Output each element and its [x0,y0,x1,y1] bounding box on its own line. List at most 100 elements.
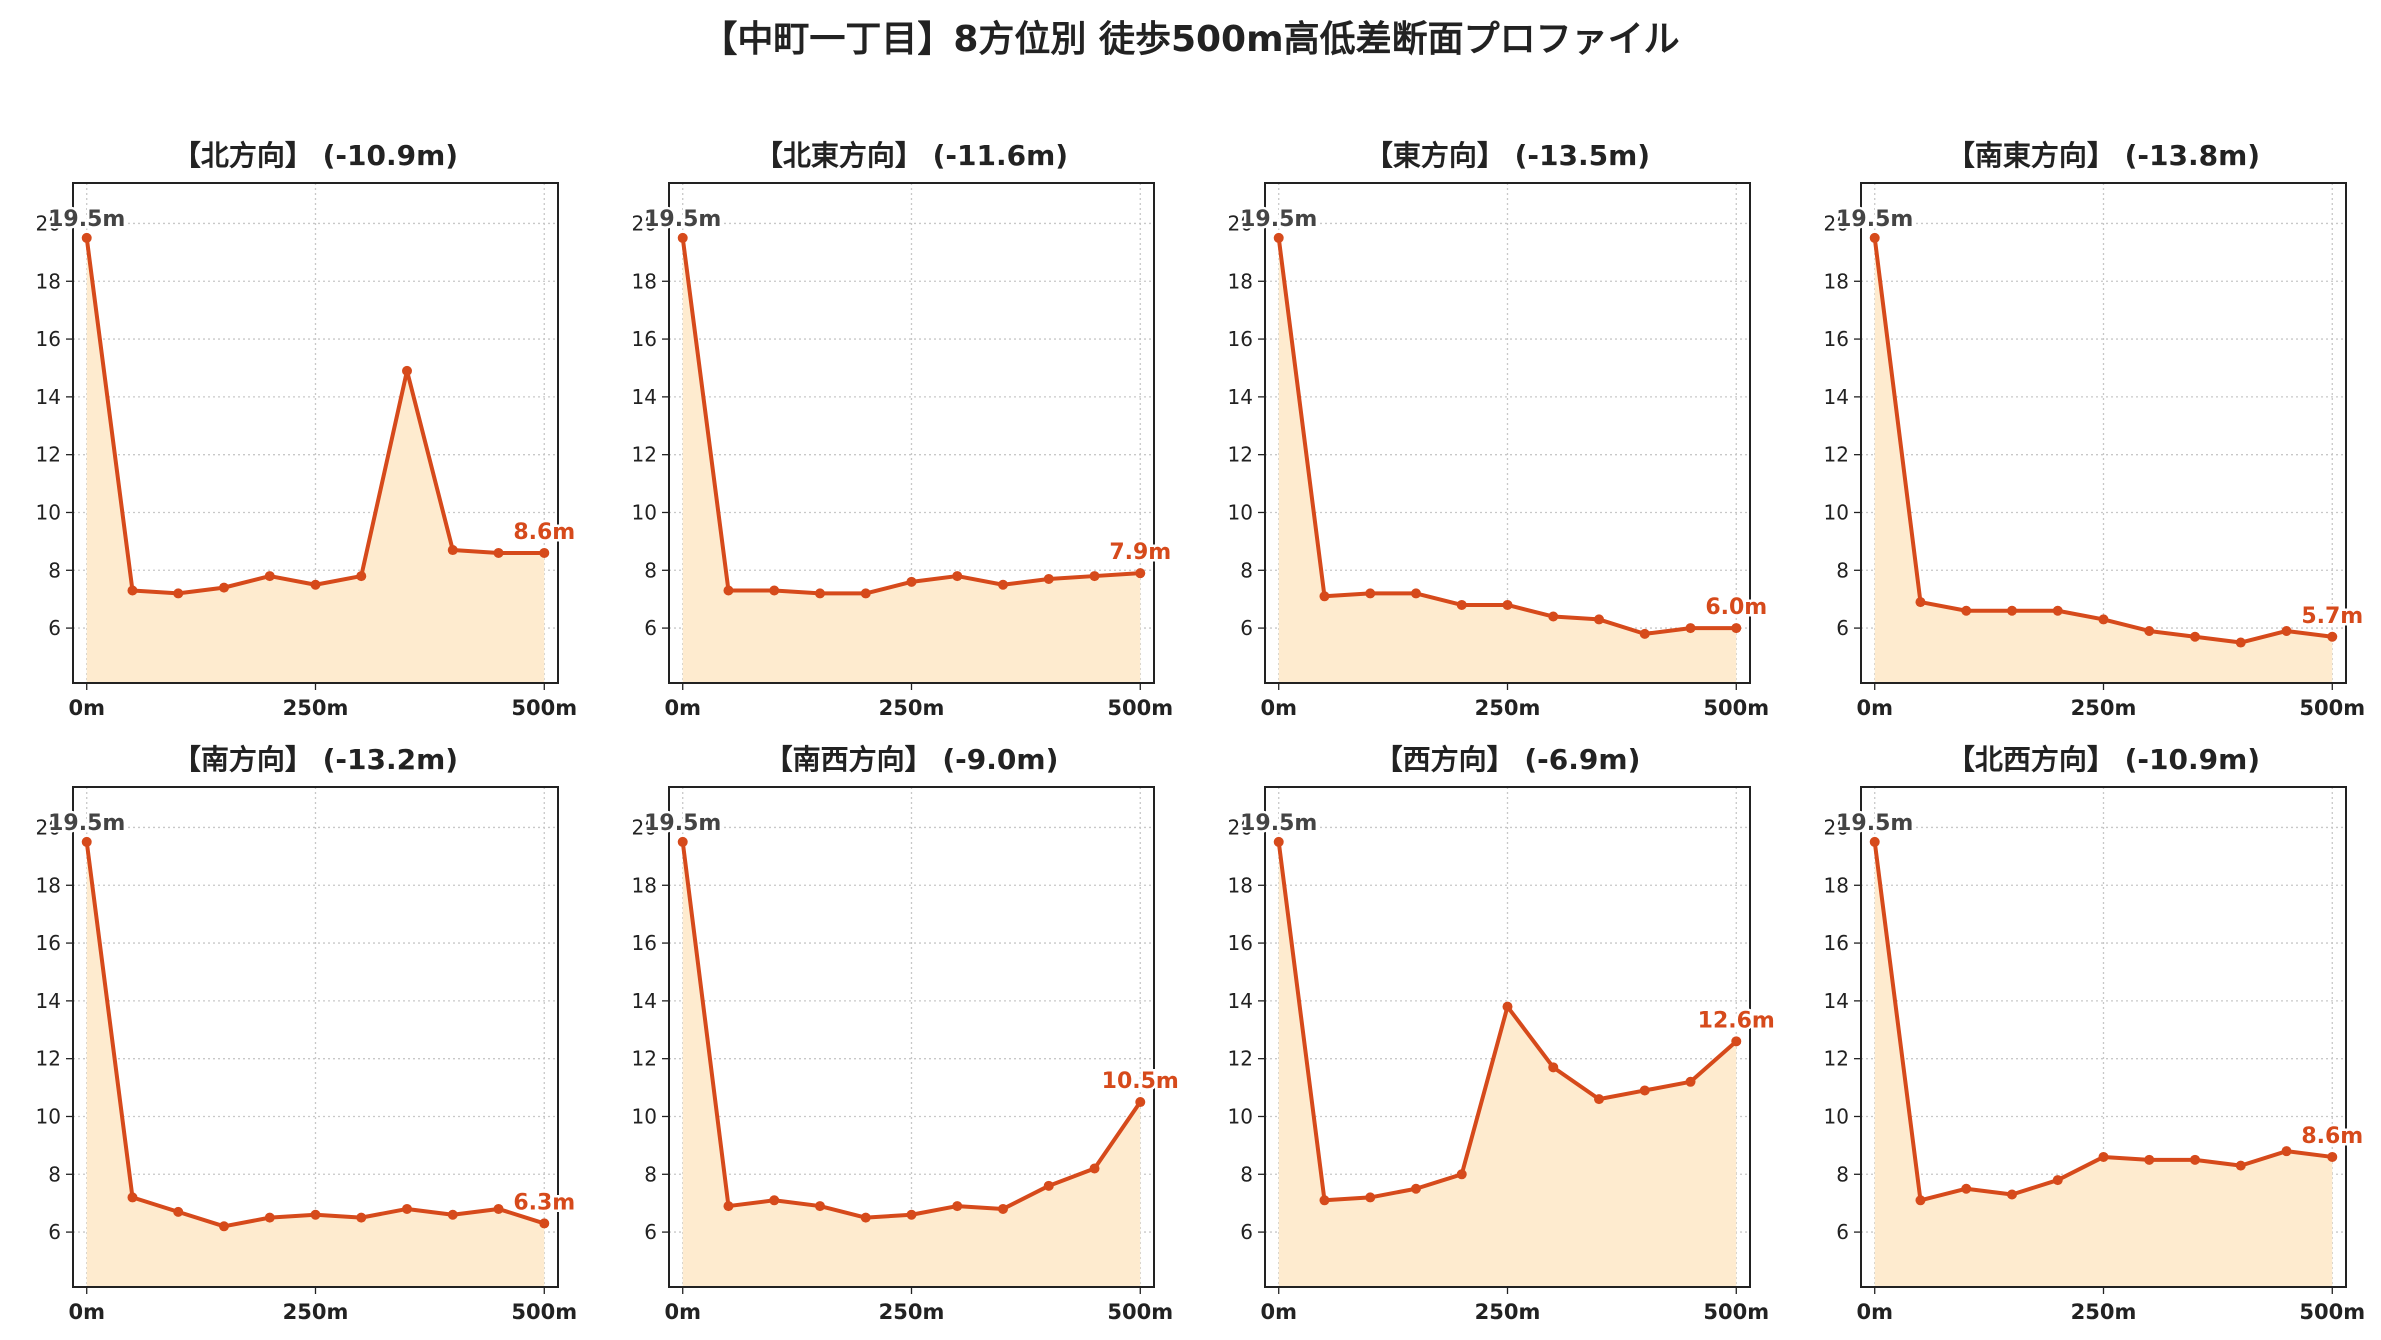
data-point [2327,1151,2338,1162]
y-tick-label: 20 [1824,815,1849,839]
x-tick-label: 500m [2299,696,2365,720]
y-tick-label: 8 [1240,1162,1253,1186]
data-point [539,1218,550,1229]
x-tick-label: 0m [1260,1300,1297,1324]
data-point [1043,573,1054,584]
start-elevation-label: 19.5m [1836,811,1913,836]
data-point [1273,232,1284,243]
plot-frame [1860,182,2347,684]
data-point [447,1209,458,1220]
y-tick-label: 14 [36,989,61,1013]
data-point [1594,614,1605,625]
y-tick-label: 10 [1228,1104,1253,1128]
data-point [769,585,780,596]
y-tick-label: 8 [1836,558,1849,582]
data-point [1639,628,1650,639]
y-tick-label: 10 [36,500,61,524]
data-point [1915,597,1926,608]
x-tick-label: 500m [511,1300,577,1324]
subplot-title: 【北東方向】 (-11.6m) [755,139,1068,172]
chart-panel-2: 6 8 10 12 14 16 18 20 0m 250m 500m 19.5m 7.9m 【北東方向】 … [632,139,1174,720]
data-point [1043,1180,1054,1191]
y-tick-label: 14 [632,989,657,1013]
data-point [2327,631,2338,642]
data-point [1639,1085,1650,1096]
start-elevation-label: 19.5m [644,811,721,836]
end-elevation-label: 12.6m [1698,1008,1775,1033]
start-elevation-label: 19.5m [1240,207,1317,232]
elevation-area [1278,237,1737,683]
y-tick-label: 10 [632,1104,657,1128]
data-point [1869,232,1880,243]
y-tick-label: 16 [1228,327,1253,351]
subplot-title: 【北方向】 (-10.9m) [173,139,458,172]
x-tick-label: 250m [2071,1300,2137,1324]
data-point [1502,599,1513,610]
x-tick-label: 0m [664,1300,701,1324]
start-elevation-label: 19.5m [48,207,125,232]
data-point [2006,605,2017,616]
data-point [952,571,963,582]
y-tick-label: 20 [1228,815,1253,839]
data-point [1273,836,1284,847]
chart-panel-3: 6 8 10 12 14 16 18 20 0m 250m 500m 19.5m 6.0m 【東方向】 (… [1228,139,1770,720]
data-point [998,1203,1009,1214]
data-point [723,1201,734,1212]
data-point [2281,1146,2292,1157]
data-point [310,579,321,590]
x-tick-label: 0m [1856,696,1893,720]
x-tick-label: 250m [283,696,349,720]
data-point [2098,1151,2109,1162]
elevation-area [682,237,1141,683]
y-tick-label: 6 [1836,1220,1849,1244]
y-tick-label: 20 [1824,211,1849,235]
data-point [677,836,688,847]
start-elevation-label: 19.5m [48,811,125,836]
end-elevation-label: 6.0m [1705,595,1767,620]
y-tick-label: 10 [36,1104,61,1128]
data-point [769,1195,780,1206]
plot-frame [1860,786,2347,1288]
data-point [264,571,275,582]
y-tick-label: 12 [632,443,657,467]
y-tick-label: 8 [48,558,61,582]
x-tick-label: 500m [1703,696,1769,720]
y-tick-label: 16 [632,327,657,351]
elevation-area [86,237,545,683]
data-point [2006,1189,2017,1200]
data-point [1548,611,1559,622]
data-point [1869,836,1880,847]
subplot-title: 【西方向】 (-6.9m) [1375,743,1641,776]
elevation-line [84,237,545,596]
data-point [1594,1094,1605,1105]
data-point [1135,568,1146,579]
data-point [814,1201,825,1212]
data-point [1365,588,1376,599]
y-tick-label: 8 [48,1162,61,1186]
y-tick-label: 20 [36,815,61,839]
data-point [493,547,504,558]
end-elevation-label: 10.5m [1102,1069,1179,1094]
data-point [402,365,413,376]
elevation-area [1874,841,2333,1287]
x-tick-label: 0m [68,1300,105,1324]
data-point [1319,591,1330,602]
x-tick-label: 0m [664,696,701,720]
data-point [127,585,138,596]
start-elevation-label: 19.5m [644,207,721,232]
subplot-title: 【南方向】 (-13.2m) [173,743,458,776]
plot-frame [72,182,559,684]
data-point [1319,1195,1330,1206]
y-tick-label: 18 [1824,873,1849,897]
y-tick-label: 20 [632,815,657,839]
data-point [356,1212,367,1223]
data-point [493,1203,504,1214]
data-point [2098,614,2109,625]
data-point [310,1209,321,1220]
y-tick-label: 16 [36,931,61,955]
x-tick-label: 250m [1475,696,1541,720]
data-point [2052,605,2063,616]
data-point [1365,1192,1376,1203]
y-tick-label: 16 [36,327,61,351]
